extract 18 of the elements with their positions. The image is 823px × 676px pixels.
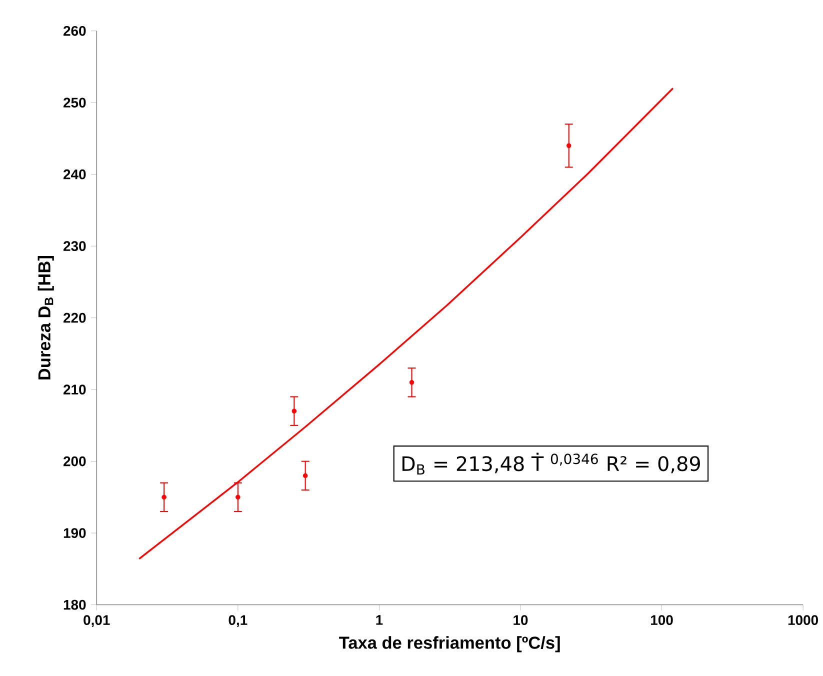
x-tick-label: 100: [651, 615, 673, 626]
x-axis-title: Taxa de resfriamento [ºC/s]: [339, 636, 560, 652]
y-tick-label: 260: [64, 26, 86, 36]
y-tick-label: 250: [64, 98, 86, 108]
x-tick-label: 0,01: [84, 615, 110, 628]
x-tick-label: 0,1: [228, 615, 248, 628]
y-tick-label: 230: [64, 241, 86, 252]
y-tick-label: 220: [64, 313, 86, 324]
y-tick-label: 180: [64, 600, 86, 610]
annotation: D$_{B}$ = 213,48 Ṫ $^{0,0346}$ R² = 0,89: [402, 452, 700, 475]
y-tick-label: 240: [64, 170, 86, 180]
y-tick-label: 200: [64, 456, 86, 466]
y-tick-label: 210: [64, 384, 86, 395]
x-tick-label: 10: [514, 615, 528, 626]
x-tick-label: 1: [376, 615, 383, 625]
x-tick-label: 1000: [788, 615, 818, 626]
y-tick-label: 190: [64, 528, 86, 538]
y-axis-title: Dureza D$_{B}$ [HB]: [38, 256, 54, 380]
